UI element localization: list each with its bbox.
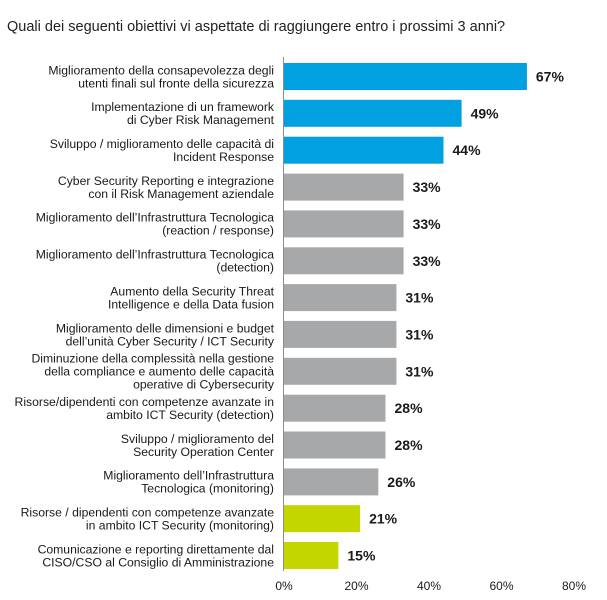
value-label: 33% [413,216,442,232]
category-label-line: di Cyber Risk Management [127,113,275,127]
category-label: Cyber Security Reporting e integrazione c… [58,174,274,201]
bar [284,284,397,312]
category-label-line: (detection) [216,261,274,275]
x-tick-label: 40% [417,579,441,593]
category-label-line: Intelligence e della Data fusion [108,297,274,311]
value-label: 49% [471,105,500,121]
value-label: 31% [405,326,434,342]
value-label: 31% [405,290,434,306]
category-label: Aumento della Security Threat Intelligenc… [108,284,275,311]
bar [284,136,444,164]
bar [284,394,386,422]
value-label: 15% [347,548,376,564]
value-label: 31% [405,363,434,379]
category-label: Implementazione di un framework di Cyber … [91,100,275,127]
category-label-line: della compliance e aumento delle capacit… [44,365,274,379]
category-label: Comunicazione e reporting direttamente d… [38,542,275,569]
bar [284,173,404,201]
category-label-line: Miglioramento dell’Infrastruttura Tecnol… [36,211,274,225]
category-label-line: Miglioramento dell’Infrastruttura [103,469,274,483]
value-label: 33% [413,253,442,269]
category-label-line: Incident Response [173,150,274,164]
value-label: 33% [413,179,442,195]
bar [284,99,462,127]
category-label-line: Tecnologica (monitoring) [141,482,274,496]
category-label: Sviluppo / miglioramento del Security Ope… [121,432,274,459]
category-label-line: utenti finali sul fronte della sicurezza [78,76,274,90]
bar [284,468,379,496]
category-label-line: Implementazione di un framework [91,100,275,114]
x-tick-label: 0% [275,579,293,593]
category-label-line: Security Operation Center [133,445,274,459]
category-label: Miglioramento della consapevolezza degli… [48,63,274,90]
category-label-line: operative di Cybersecurity [133,378,275,392]
category-label-line: Risorse / dipendenti con competenze avan… [21,506,275,520]
x-tick-label: 20% [344,579,368,593]
category-label: Risorse / dipendenti con competenze avan… [21,506,275,533]
x-tick-label: 60% [489,579,513,593]
bar [284,542,339,569]
category-label-line: Comunicazione e reporting direttamente d… [38,542,274,556]
category-label: Miglioramento delle dimensioni e budget d… [56,321,275,348]
bar [284,505,361,533]
value-label: 28% [395,437,424,453]
category-label-line: Aumento della Security Threat [110,284,274,298]
category-label: Sviluppo / miglioramento delle capacità … [50,137,274,164]
category-label: Miglioramento dell’Infrastruttura Tecnol… [36,248,274,275]
category-label-line: ambito ICT Security (detection) [106,408,274,422]
category-label-line: Risorse/dipendenti con competenze avanza… [15,395,274,409]
x-tick-label: 80% [562,579,586,593]
chart-title: Quali dei seguenti obiettivi vi aspettat… [7,19,506,35]
category-label-line: Sviluppo / miglioramento del [121,432,274,446]
category-label-line: Miglioramento dell’Infrastruttura Tecnol… [36,248,274,262]
category-label-line: con il Risk Management aziendale [88,187,274,201]
bar [284,247,404,275]
bar [284,357,397,385]
category-label-line: Sviluppo / miglioramento delle capacità … [50,137,274,151]
category-label-line: in ambito ICT Security (monitoring) [86,519,274,533]
value-label: 44% [453,142,482,158]
category-label: Miglioramento dell’Infrastruttura Tecnolo… [103,469,274,496]
value-label: 28% [395,400,424,416]
bar [284,210,404,238]
category-label: Risorse/dipendenti con competenze avanza… [15,395,274,422]
category-label-line: Miglioramento delle dimensioni e budget [56,321,275,335]
category-label: Diminuzione della complessità nella gest… [31,352,274,392]
value-label: 21% [369,511,398,527]
category-label-line: Miglioramento della consapevolezza degli [48,63,274,77]
category-label-line: (reaction / response) [162,224,274,238]
category-label-line: dell’unità Cyber Security / ICT Security [66,334,275,348]
category-label-line: CISO/CSO al Consiglio di Amministrazione [42,555,274,569]
category-label: Miglioramento dell’Infrastruttura Tecnol… [36,211,274,238]
value-label: 26% [387,474,416,490]
bar [284,320,397,348]
bar [284,63,527,90]
value-label: 67% [536,69,565,85]
category-label-line: Diminuzione della complessità nella gest… [31,352,274,366]
bar [284,431,386,459]
category-label-line: Cyber Security Reporting e integrazione [58,174,274,188]
